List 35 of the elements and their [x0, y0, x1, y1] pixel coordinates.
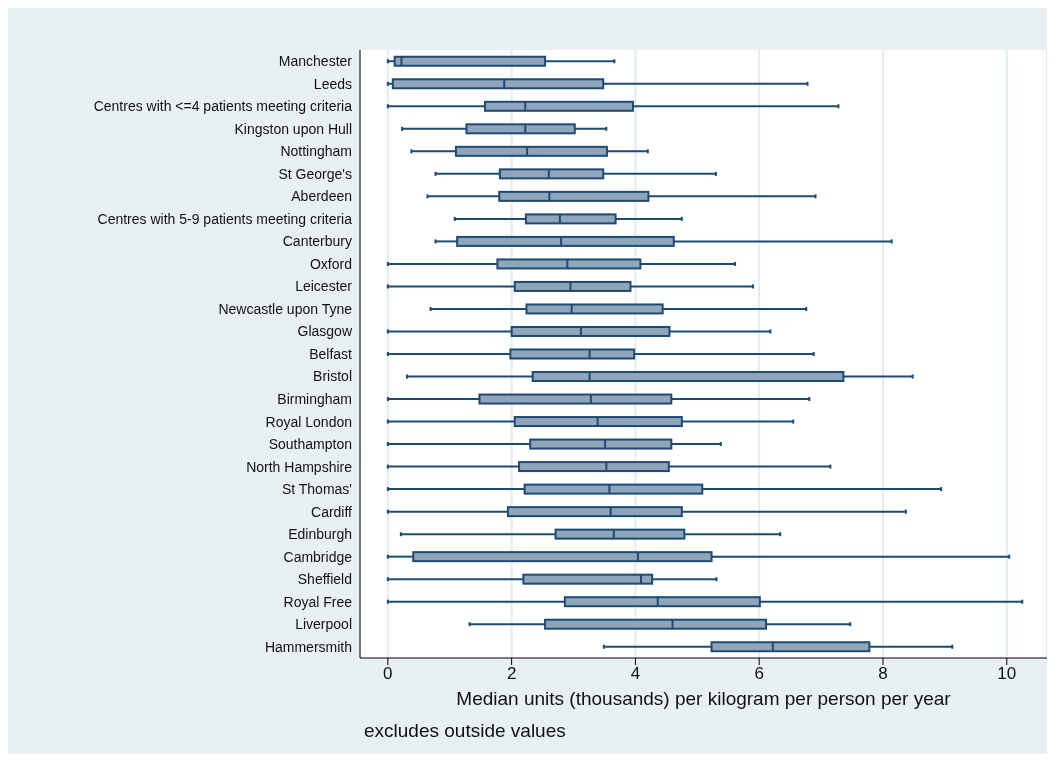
x-tick-label: 2 — [506, 664, 517, 684]
y-tick-label: Southampton — [268, 436, 352, 453]
y-tick-label: Oxford — [309, 255, 352, 272]
y-tick-label: Sheffield — [297, 571, 352, 588]
y-tick-label: Edinburgh — [288, 526, 352, 543]
y-tick-label: Leicester — [295, 278, 353, 295]
x-tick-label: 4 — [630, 664, 641, 684]
y-tick-label: Cardiff — [311, 503, 353, 520]
y-tick-label: Cambridge — [283, 548, 353, 565]
y-tick-label: Hammersmith — [264, 638, 352, 655]
y-tick-label: Liverpool — [295, 616, 352, 633]
y-tick-label: Kingston upon Hull — [234, 120, 352, 137]
y-tick-label: St George's — [278, 165, 352, 182]
text: excludes outside values — [364, 720, 566, 742]
y-tick-label: Belfast — [309, 345, 353, 362]
y-tick-label: Manchester — [278, 53, 353, 70]
x-tick-label: 0 — [383, 664, 393, 684]
y-tick-label: Glasgow — [297, 323, 353, 340]
y-tick-label: Canterbury — [282, 233, 352, 250]
y-tick-label: Centres with <=4 patients meeting criteria — [93, 98, 353, 115]
y-tick-label: Royal London — [265, 413, 352, 430]
y-tick-label: Nottingham — [280, 143, 352, 160]
y-tick-label: Leeds — [313, 75, 352, 92]
y-tick-label: North Hampshire — [246, 458, 353, 475]
y-tick-label: Newcastle upon Tyne — [218, 300, 353, 317]
y-tick-label: Royal Free — [283, 593, 353, 610]
y-tick-label: St Thomas' — [281, 481, 352, 498]
x-tick-label: 8 — [878, 664, 888, 684]
x-tick-label: 10 — [997, 664, 1017, 684]
y-tick-label: Aberdeen — [291, 188, 352, 205]
y-tick-label: Bristol — [313, 368, 352, 385]
y-tick-label: Centres with 5-9 patients meeting criteria — [97, 210, 353, 227]
x-axis-title: Median units (thousands) per kilogram per person per year — [455, 688, 952, 710]
y-tick-label: Birmingham — [277, 391, 352, 408]
x-tick-label: 6 — [754, 664, 764, 684]
